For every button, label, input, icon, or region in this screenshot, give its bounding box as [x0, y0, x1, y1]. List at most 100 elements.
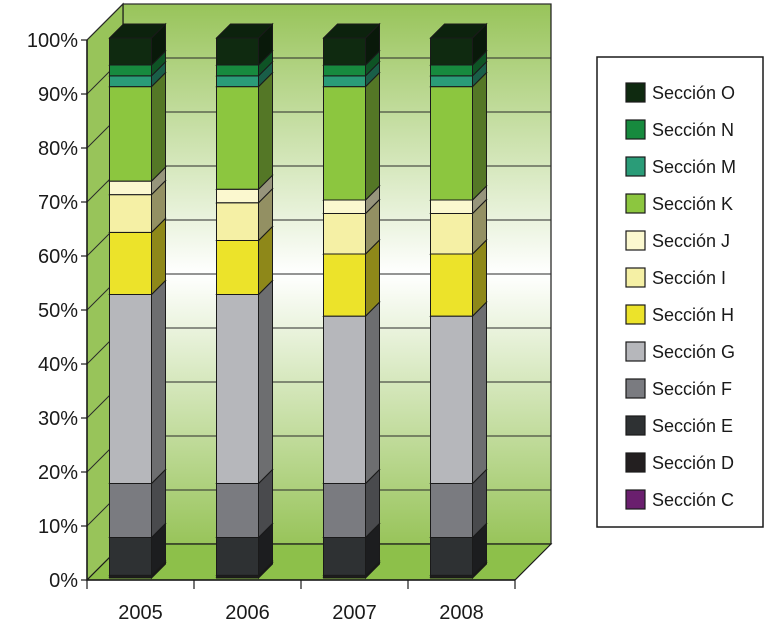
bar-side — [472, 71, 487, 202]
y-tick-label: 100% — [27, 30, 78, 52]
legend-swatch — [625, 230, 646, 251]
y-tick-label: 40% — [38, 354, 78, 376]
bar-segment — [215, 522, 274, 577]
legend-item: Sección O — [625, 82, 735, 103]
bar-front — [109, 294, 152, 484]
legend-swatch — [625, 119, 646, 140]
bar-front — [430, 315, 473, 484]
legend-swatch — [625, 415, 646, 436]
bar-top — [322, 23, 381, 39]
legend-item: Sección E — [625, 415, 733, 436]
bar-front — [109, 86, 152, 182]
y-tick-label: 70% — [38, 192, 78, 214]
legend-label: Sección F — [652, 379, 732, 399]
bar-front — [216, 64, 259, 77]
bar-segment — [215, 279, 274, 485]
legend: Sección O Sección N Sección M Sección K Secc… — [596, 56, 764, 528]
legend-item: Sección N — [625, 119, 734, 140]
bar-segment — [322, 22, 381, 67]
axes: 0% 10% 20% 30% 40% 50% 60% 70% 80% 90% 100% 2005 200… — [27, 30, 516, 624]
bar-front — [323, 253, 366, 317]
bar-front — [323, 315, 366, 484]
x-tick-label: 2006 — [225, 602, 270, 624]
bar-segment — [429, 300, 488, 485]
legend-label: Sección N — [652, 120, 734, 140]
bar-side — [258, 279, 273, 485]
legend-item: Sección C — [625, 489, 734, 510]
bar-front — [323, 537, 366, 576]
bar-segment — [429, 22, 488, 67]
legend-swatch — [625, 156, 646, 177]
legend-swatch — [625, 267, 646, 288]
bar-front — [323, 37, 366, 66]
bars — [108, 22, 488, 580]
bar-segment — [322, 71, 381, 202]
legend-item: Sección G — [625, 341, 735, 362]
legend-item: Sección I — [625, 267, 726, 288]
legend-item: Sección F — [625, 378, 732, 399]
bar-front — [430, 86, 473, 201]
bar-front — [323, 64, 366, 77]
legend-item: Sección J — [625, 230, 730, 251]
legend-swatch — [625, 341, 646, 362]
bar-front — [430, 213, 473, 255]
bar-front — [430, 37, 473, 66]
bar-column-2008 — [429, 22, 488, 580]
bar-front — [216, 483, 259, 538]
y-tick-label: 50% — [38, 300, 78, 322]
y-tick-label: 60% — [38, 246, 78, 268]
bar-front — [430, 199, 473, 214]
legend-box — [596, 56, 764, 528]
bar-side — [258, 71, 273, 191]
bar-front — [323, 213, 366, 255]
bar-front — [216, 37, 259, 66]
legend-label: Sección M — [652, 157, 736, 177]
bar-segment — [108, 22, 167, 67]
bar-top — [108, 23, 167, 39]
bar-front — [216, 202, 259, 241]
legend-label: Sección E — [652, 416, 733, 436]
bar-front — [109, 537, 152, 576]
bar-segment — [322, 300, 381, 485]
bar-side — [365, 71, 380, 202]
y-tick-label: 30% — [38, 408, 78, 430]
legend-label: Sección O — [652, 83, 735, 103]
legend-swatch — [625, 304, 646, 325]
gridline-side — [86, 3, 124, 41]
bar-front — [109, 37, 152, 66]
bar-segment — [215, 22, 274, 67]
legend-label: Sección D — [652, 453, 734, 473]
bar-front — [109, 483, 152, 538]
bar-front — [430, 75, 473, 88]
bar-front — [430, 253, 473, 317]
x-tick-label: 2007 — [332, 602, 377, 624]
legend-item: Sección H — [625, 304, 734, 325]
bar-front — [216, 240, 259, 295]
legend-swatch — [625, 82, 646, 103]
bar-front — [323, 86, 366, 201]
legend-swatch — [625, 378, 646, 399]
bar-front — [323, 483, 366, 538]
bar-segment — [108, 279, 167, 485]
bar-side — [365, 300, 380, 485]
legend-swatch — [625, 452, 646, 473]
legend-label: Sección C — [652, 490, 734, 510]
legend-item: Sección D — [625, 452, 734, 473]
bar-front — [109, 231, 152, 295]
legend-label: Sección J — [652, 231, 730, 251]
bar-column-2005 — [108, 22, 167, 580]
bar-front — [216, 86, 259, 190]
bar-front — [216, 537, 259, 576]
bar-side — [151, 279, 166, 485]
bar-front — [216, 188, 259, 204]
legend-swatch — [625, 489, 646, 510]
bar-front — [430, 483, 473, 538]
bar-top — [429, 23, 488, 39]
legend-item: Sección K — [625, 193, 733, 214]
y-tick-label: 20% — [38, 462, 78, 484]
bar-front — [323, 75, 366, 88]
x-tick-label: 2005 — [118, 602, 163, 624]
bar-front — [216, 75, 259, 88]
y-tick-label: 80% — [38, 138, 78, 160]
bar-segment — [215, 71, 274, 191]
